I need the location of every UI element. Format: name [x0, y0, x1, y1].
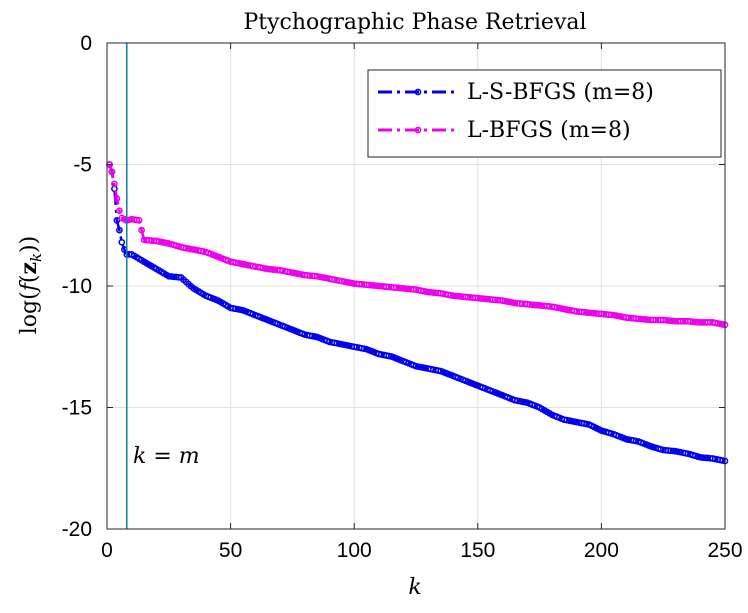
annotation-m: m [179, 444, 200, 469]
y-axis-label-z: z [16, 262, 42, 275]
series-point-l-bfgs-m-8 [113, 195, 121, 202]
x-axis-label: k [408, 575, 421, 600]
series-point-l-bfgs-m-8 [111, 180, 118, 188]
series-line-l-s-bfgs-m-8 [108, 164, 726, 463]
x-tick-label: 150 [460, 539, 495, 562]
chart-title: Ptychographic Phase Retrieval [243, 10, 586, 35]
series-point-l-bfgs-m-8 [108, 168, 116, 176]
annotation-equals: = [146, 444, 178, 469]
y-axis-label-close: )) [17, 236, 42, 253]
series-point-l-s-bfgs-m-8 [118, 238, 126, 246]
series-point-l-bfgs-m-8 [138, 226, 145, 234]
series-point-l-bfgs-m-8 [116, 207, 123, 215]
y-axis-label-log: log( [17, 291, 42, 334]
annotation-k: k [133, 444, 146, 469]
legend-marker-l-bfgs [414, 126, 422, 134]
y-axis-label-open: ( [17, 275, 42, 284]
legend-box [367, 69, 722, 158]
series-point-l-bfgs-m-8 [135, 217, 143, 224]
y-tick-label: -20 [62, 518, 92, 541]
y-tick-label: -10 [62, 275, 92, 298]
x-tick-label: 100 [337, 539, 372, 562]
legend: L-S-BFGS (m=8) L-BFGS (m=8) [367, 69, 722, 158]
legend-marker-l-s-bfgs [414, 88, 422, 96]
x-tick-label: 200 [584, 539, 619, 562]
x-tick-label: 50 [219, 539, 242, 562]
legend-label-l-s-bfgs: L-S-BFGS (m=8) [467, 80, 654, 105]
k-equals-m-annotation: k = m [133, 444, 200, 469]
y-tick-label: -15 [62, 397, 92, 420]
legend-label-l-bfgs: L-BFGS (m=8) [467, 118, 631, 143]
x-tick-label: 0 [101, 539, 113, 562]
series-point-l-s-bfgs-m-8 [116, 226, 123, 234]
series-layer [106, 161, 729, 465]
y-axis-label: log(f(zk)) [16, 236, 45, 334]
axes: 0 50 100 150 200 250 0 -5 -10 -15 -20 [62, 32, 743, 562]
y-axis-label-subscript: k [27, 253, 45, 262]
x-tick-label: 250 [707, 539, 742, 562]
y-tick-label: -5 [73, 154, 92, 177]
y-tick-label: 0 [80, 32, 92, 55]
